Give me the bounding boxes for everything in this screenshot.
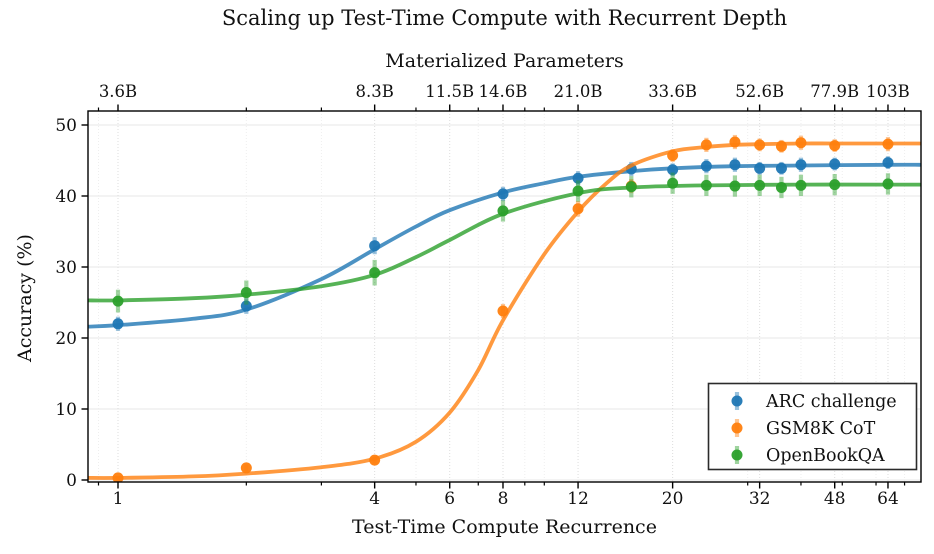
data-point [729,159,741,171]
data-point [795,179,807,191]
data-point [754,162,766,174]
data-point [829,158,841,170]
legend-item-arc-challenge: ARC challenge [731,392,897,412]
data-point [497,205,509,217]
top-axis-title: Materialized Parameters [385,50,624,72]
data-point [775,162,787,174]
x-tick-label: 20 [662,489,684,509]
data-point [497,188,509,200]
top-tick-label: 8.3B [355,82,393,101]
data-point [882,157,894,169]
legend-marker-icon [731,422,743,434]
axes: 1 4 6 8 12 20 32 48 64 3.6B 8.3B 11.5B 14.6B 21.0B 33.… [55,82,909,509]
x-tick-label: 6 [444,489,455,509]
top-tick-label: 11.5B [425,82,474,101]
y-tick-label: 30 [55,258,77,278]
data-point [754,139,766,151]
data-point [625,181,637,193]
data-point [795,137,807,149]
data-point [240,300,252,312]
data-point [729,136,741,148]
top-tick-label: 52.6B [735,82,784,101]
data-point [829,140,841,152]
y-tick-label: 0 [66,471,77,491]
x-tick-label: 32 [749,489,771,509]
data-point [572,185,584,197]
data-point [667,164,679,176]
legend-marker-icon [731,395,743,407]
top-tick-label: 3.6B [99,82,137,101]
series-gsm8k-cot [88,134,921,482]
data-point [829,179,841,191]
data-point [369,267,381,279]
x-tick-label: 64 [877,489,899,509]
data-point [667,177,679,189]
data-point [775,181,787,193]
top-tick-label: 77.9B [810,82,859,101]
data-point [112,472,124,482]
top-tick-label: 21.0B [554,82,603,101]
data-point [240,287,252,299]
data-point [882,178,894,190]
data-point [700,139,712,151]
y-axis-title: Accuracy (%) [14,234,36,362]
data-point [795,159,807,171]
data-point [700,160,712,172]
x-axis-title: Test-Time Compute Recurrence [352,516,657,538]
data-point [112,295,124,307]
data-point [700,179,712,191]
data-point [369,454,381,466]
top-tick-label: 14.6B [479,82,528,101]
x-tick-label: 12 [567,489,589,509]
data-point [667,150,679,162]
legend-item-gsm8k-cot: GSM8K CoT [731,419,876,439]
legend-label: GSM8K CoT [766,419,876,439]
series-openbookqa [88,172,921,313]
x-tick-label: 1 [113,489,124,509]
data-point [369,240,381,252]
top-tick-label: 103B [866,82,910,101]
top-tick-label: 33.6B [648,82,697,101]
y-tick-label: 10 [55,400,77,420]
legend: ARC challenge GSM8K CoT OpenBookQA [707,382,918,471]
y-tick-label: 40 [55,187,77,207]
legend-label: OpenBookQA [766,446,885,466]
data-point [729,180,741,192]
data-point [572,172,584,184]
y-tick-label: 50 [55,116,77,136]
y-tick-label: 20 [55,329,77,349]
legend-box [707,382,918,471]
plot-border [87,110,922,483]
legend-label: ARC challenge [765,392,897,412]
data-point [882,138,894,150]
x-tick-label: 4 [369,489,380,509]
data-point [497,305,509,317]
legend-marker-icon [731,449,743,461]
data-point [754,179,766,191]
data-point [775,140,787,152]
data-point [240,462,252,474]
chart-title: Scaling up Test-Time Compute with Recurr… [221,6,788,30]
data-point [112,318,124,330]
x-tick-label: 48 [824,489,846,509]
x-tick-label: 8 [498,489,509,509]
data-point [572,203,584,215]
legend-item-openbookqa: OpenBookQA [731,446,885,466]
